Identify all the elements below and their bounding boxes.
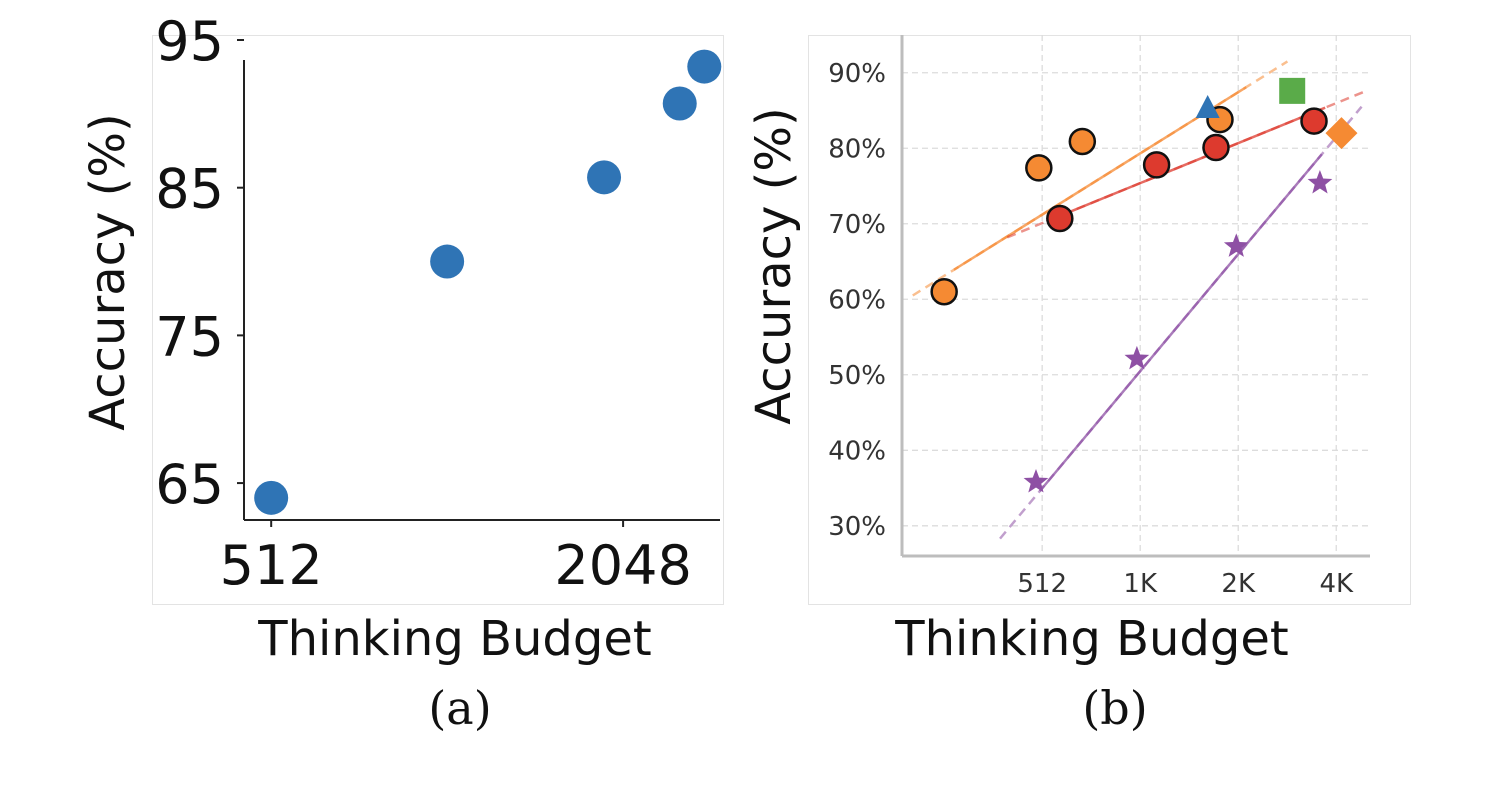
chart-b-x-tick-label: 1K <box>1123 569 1158 599</box>
caption-b: (b) <box>1082 681 1147 735</box>
caption-a: (a) <box>428 681 491 735</box>
chart-b-fit-line <box>1038 153 1323 492</box>
chart-a-frame <box>152 35 724 605</box>
chart-b-data-point <box>1202 133 1230 162</box>
chart-a-y-tick-label: 95 <box>155 10 224 73</box>
chart-b-fit-line <box>1046 106 1326 223</box>
chart-b-x-tick-label: 512 <box>1017 569 1067 599</box>
chart-b-y-tick-label: 50% <box>828 361 886 391</box>
chart-a-data-point <box>430 244 465 279</box>
chart-b-data-point <box>1279 77 1306 104</box>
chart-a-x-tick-label: 512 <box>220 534 323 597</box>
chart-a-y-label: Accuracy (%) <box>80 113 136 430</box>
chart-a-data-point <box>587 160 622 195</box>
chart-a-y-tick-label: 85 <box>155 158 224 221</box>
chart-b-y-tick-label: 90% <box>828 59 886 89</box>
chart-b-y-label: Accuracy (%) <box>746 107 802 424</box>
chart-b-data-point <box>1142 151 1171 179</box>
chart-b-data-point <box>1025 154 1053 182</box>
chart-b-y-tick-label: 80% <box>828 134 886 164</box>
chart-b-data-point <box>1046 204 1074 233</box>
chart-a-x-tick-label: 2048 <box>554 534 691 597</box>
chart-a-y-tick-label: 65 <box>155 453 224 516</box>
chart-b-y-tick-label: 40% <box>828 436 886 466</box>
chart-a-x-label: Thinking Budget <box>257 611 651 667</box>
chart-b-y-tick-label: 30% <box>828 512 886 542</box>
chart-b-data-point <box>1124 345 1150 370</box>
chart-b-y-tick-label: 70% <box>828 210 886 240</box>
chart-b-data-point <box>1300 107 1328 135</box>
chart-b-y-tick-label: 60% <box>828 285 886 315</box>
chart-a-data-point <box>254 480 289 515</box>
chart-b: 30% 40% 50% 60% 70% 80% 90% 512 1K 2K 4K Thinking B… <box>746 35 1411 735</box>
chart-b-x-tick-label: 2K <box>1221 569 1256 599</box>
chart-b-data-point <box>1223 233 1249 257</box>
chart-a-data-point <box>662 86 697 121</box>
chart-b-data-point <box>1195 94 1220 118</box>
chart-b-frame <box>808 35 1411 605</box>
chart-a-y-tick-label: 75 <box>155 305 224 368</box>
chart-a: 65 75 85 95 512 2048 Thinking Budget Accuracy (… <box>80 10 724 735</box>
chart-b-data-point <box>1023 469 1049 493</box>
chart-b-data-point <box>1068 127 1097 156</box>
chart-b-x-tick-label: 4K <box>1319 569 1354 599</box>
chart-b-data-point <box>1325 117 1358 150</box>
chart-b-x-label: Thinking Budget <box>894 611 1288 667</box>
chart-b-data-point <box>1307 170 1333 194</box>
chart-b-data-point <box>930 277 958 306</box>
chart-a-data-point <box>687 49 722 84</box>
